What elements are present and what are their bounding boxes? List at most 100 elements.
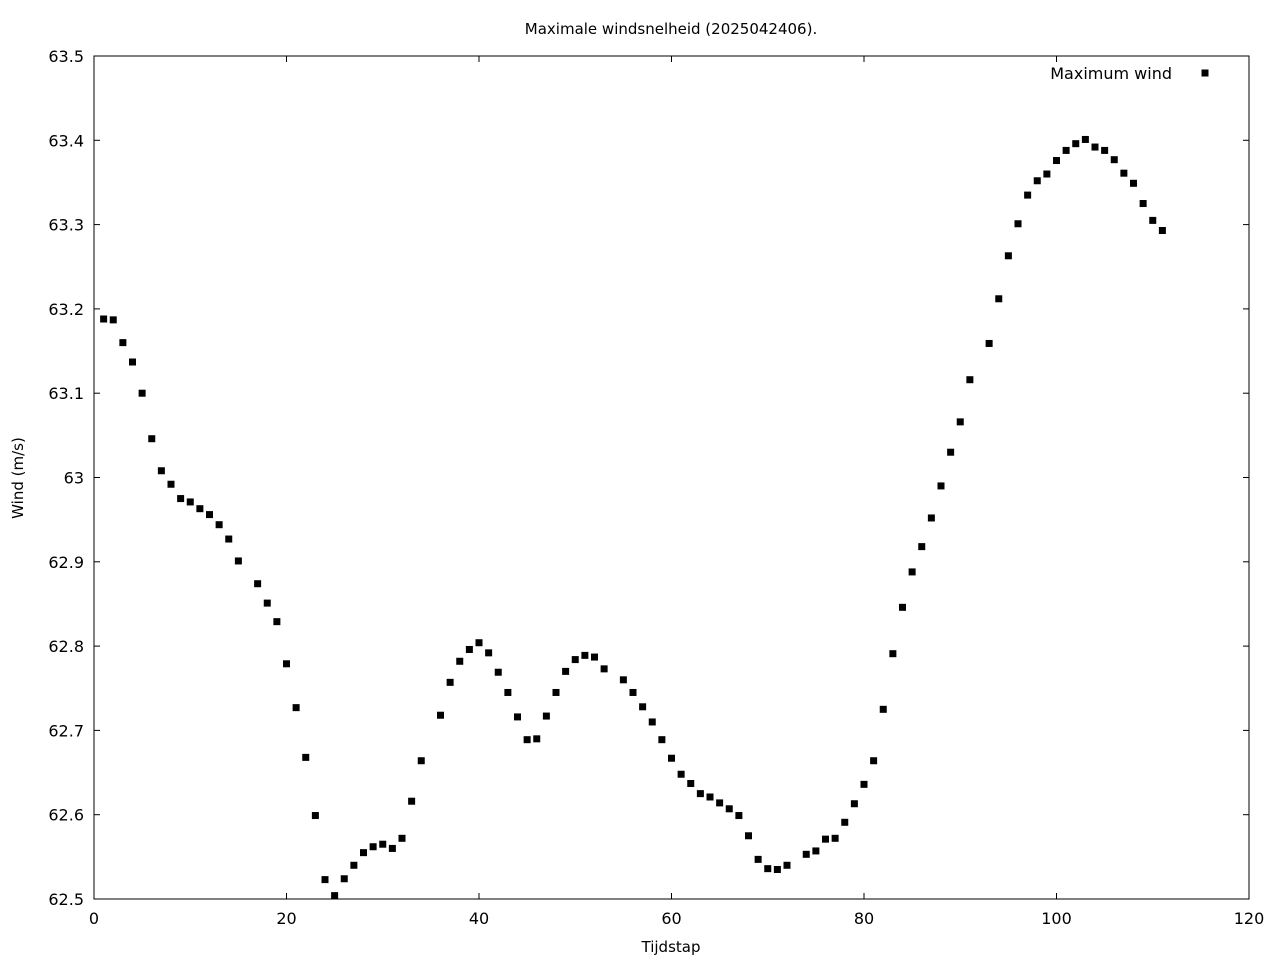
data-point (388, 844, 396, 852)
x-tick-label: 20 (276, 909, 296, 928)
y-tick-label: 62.8 (48, 637, 84, 656)
data-point (1081, 135, 1089, 143)
data-point (562, 667, 570, 675)
data-point (1043, 170, 1051, 178)
data-point (292, 704, 300, 712)
data-point (1091, 143, 1099, 151)
data-point (879, 705, 887, 713)
data-point (600, 665, 608, 673)
data-point (754, 855, 762, 863)
data-point (379, 840, 387, 848)
data-point (581, 651, 589, 659)
data-point (417, 757, 425, 765)
data-point (523, 736, 531, 744)
legend-marker (1201, 69, 1209, 77)
data-point (629, 688, 637, 696)
data-point (995, 295, 1003, 303)
data-point (822, 835, 829, 843)
data-point (186, 498, 194, 506)
data-point (109, 316, 117, 324)
data-point (985, 339, 993, 347)
data-point (1110, 156, 1118, 164)
data-point (773, 865, 781, 873)
x-axis-title: Tijdstap (641, 938, 701, 956)
data-point (841, 818, 849, 826)
x-tick-label: 0 (89, 909, 99, 928)
data-point (687, 780, 695, 788)
data-point (465, 645, 473, 653)
data-point (311, 812, 319, 820)
data-point (735, 812, 743, 820)
data-point (639, 703, 647, 711)
y-tick-label: 63.4 (48, 131, 84, 150)
data-point (1130, 179, 1137, 187)
legend-label: Maximum wind (1050, 64, 1172, 83)
y-tick-label: 62.7 (48, 721, 84, 740)
data-point (648, 718, 656, 726)
data-point (1014, 220, 1022, 228)
data-point (1024, 191, 1032, 199)
x-tick-label: 80 (854, 909, 874, 928)
data-point (860, 780, 868, 788)
data-point (254, 580, 262, 588)
data-point (1158, 227, 1166, 235)
data-point (494, 668, 502, 676)
data-point (956, 418, 964, 426)
data-point (398, 834, 406, 842)
data-point (725, 805, 733, 813)
data-point (812, 847, 820, 855)
data-point (716, 799, 724, 807)
x-tick-label: 40 (469, 909, 489, 928)
x-tick-label: 60 (661, 909, 681, 928)
data-point (918, 543, 926, 551)
data-point (850, 800, 858, 808)
data-point (696, 790, 704, 798)
x-tick-label: 100 (1041, 909, 1072, 928)
data-point (1139, 200, 1147, 208)
data-point (475, 639, 483, 647)
plot-frame (93, 55, 1250, 900)
data-point (870, 757, 878, 765)
data-point (234, 557, 242, 565)
data-point (273, 618, 281, 626)
y-tick-label: 62.6 (48, 806, 84, 825)
legend: Maximum wind (1050, 64, 1209, 83)
data-point (148, 435, 156, 443)
data-point (1101, 146, 1109, 154)
data-point (542, 712, 550, 720)
data-point (408, 797, 416, 805)
y-tick-label: 63.1 (48, 384, 84, 403)
y-tick-label: 63 (64, 469, 84, 488)
data-point (167, 480, 175, 488)
x-tick-label: 120 (1234, 909, 1265, 928)
data-point (196, 505, 204, 513)
data-point (1120, 169, 1128, 177)
y-axis: 62.5 62.6 62.7 62.8 62.9 63 63.1 63.2 63.3 63.4 63… (48, 47, 1249, 909)
data-point (360, 849, 367, 857)
data-point (783, 861, 791, 869)
data-point (215, 521, 223, 529)
data-point (571, 656, 579, 664)
data-point (350, 861, 358, 869)
data-point (225, 535, 233, 543)
data-point (947, 448, 955, 456)
data-point (1033, 177, 1041, 185)
data-point (677, 770, 685, 778)
data-point (899, 603, 906, 611)
y-tick-label: 63.2 (48, 300, 84, 319)
data-point (437, 711, 444, 719)
data-point (138, 389, 146, 397)
data-point (321, 876, 329, 884)
data-point (456, 657, 464, 665)
x-axis: 0 20 40 60 80 100 120 (89, 56, 1264, 928)
data-point (331, 892, 339, 900)
data-point (340, 875, 348, 883)
data-point (802, 850, 810, 858)
data-point (668, 754, 675, 762)
data-point (658, 736, 666, 744)
data-point (446, 678, 454, 686)
data-point (1072, 140, 1080, 148)
series-maximum-wind (100, 135, 1166, 900)
data-point (119, 339, 127, 347)
